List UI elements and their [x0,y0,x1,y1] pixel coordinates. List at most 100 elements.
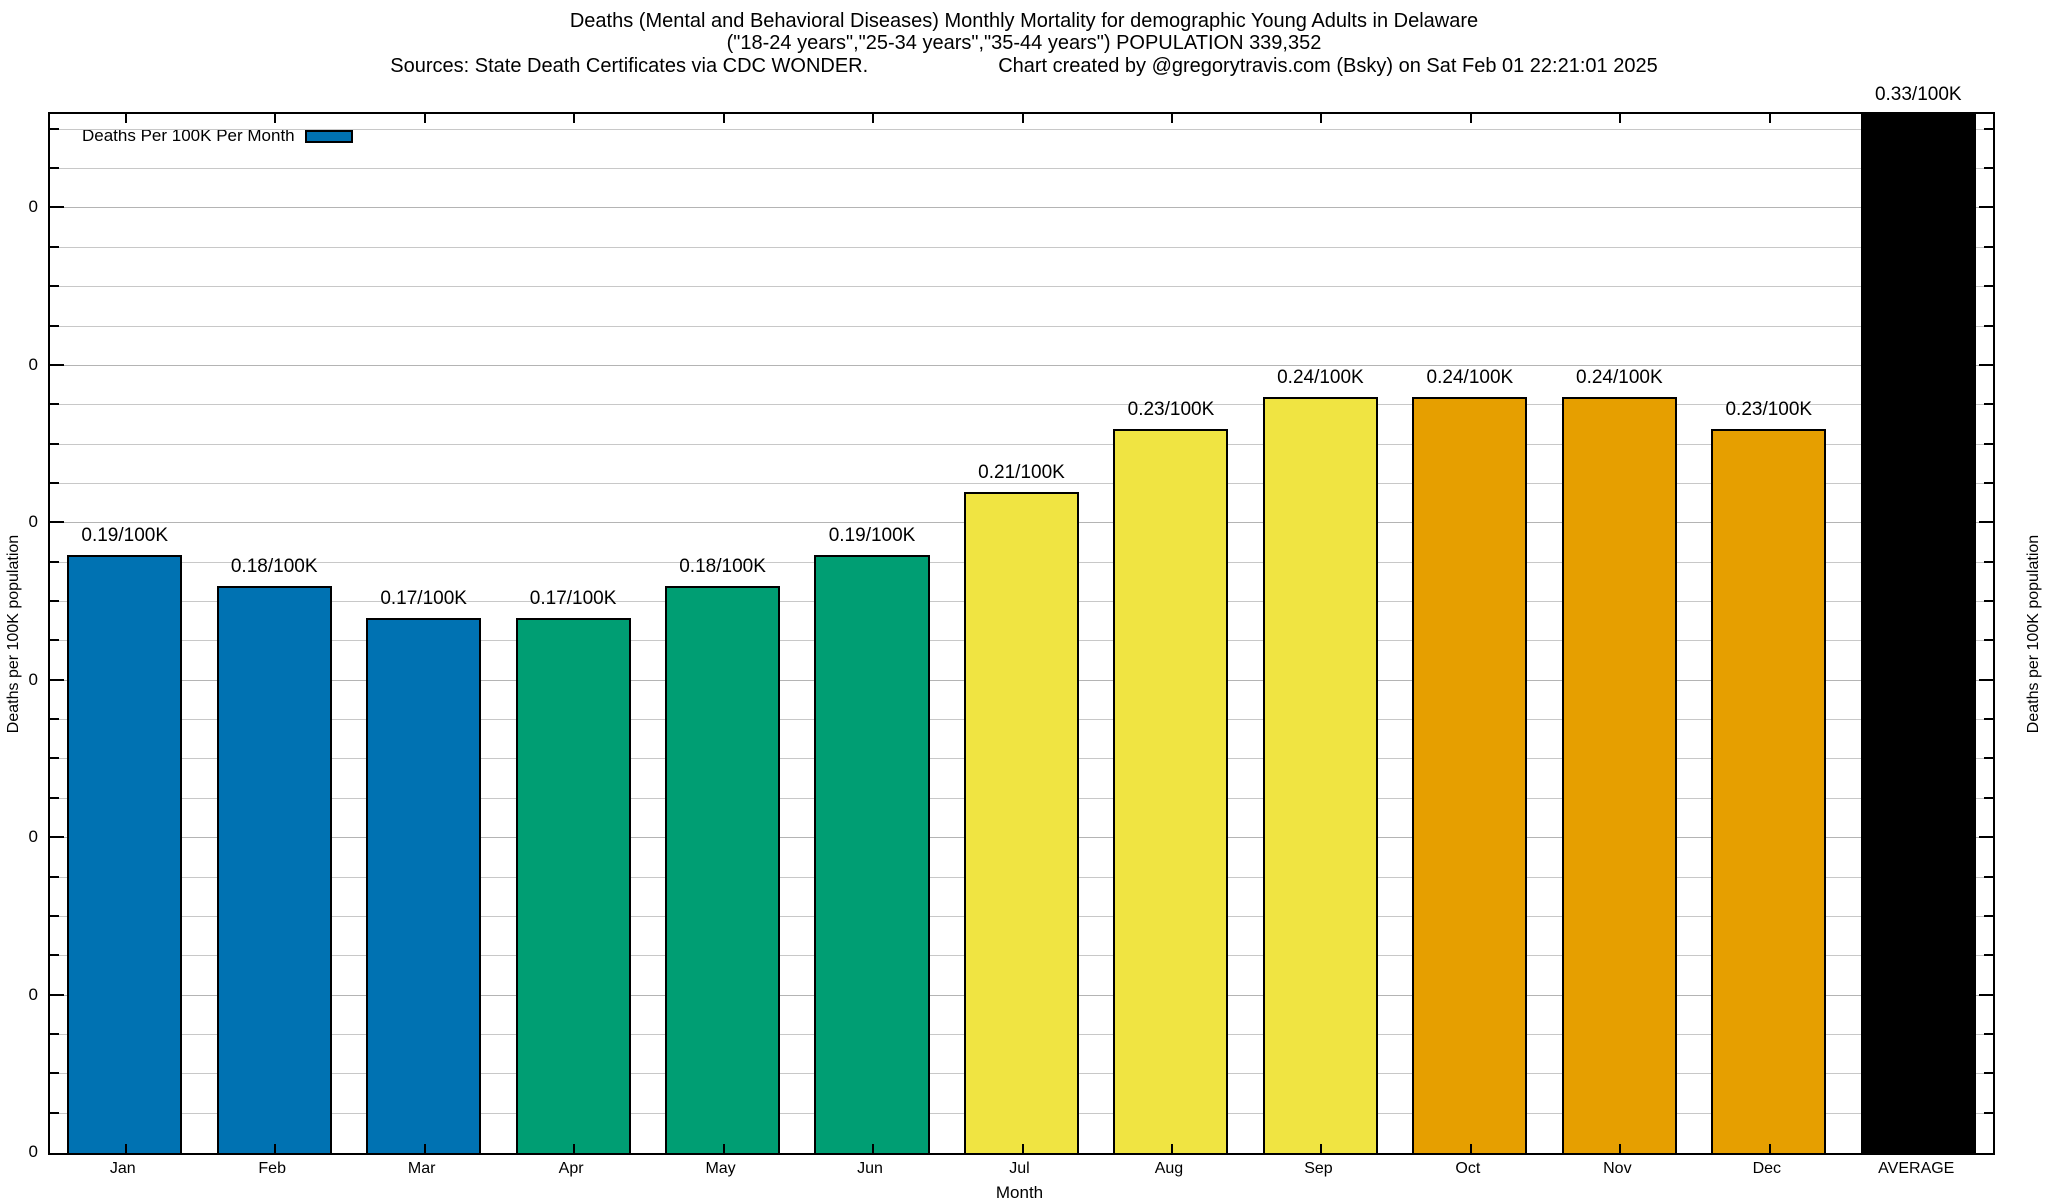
x-category-label-jan: Jan [109,1160,136,1177]
minor-gridline [50,286,1993,288]
legend: Deaths Per 100K Per Month [82,126,353,146]
y-axis-tick [1984,127,1993,130]
y-axis-tick [50,481,59,484]
x-category-label-oct: Oct [1455,1160,1481,1177]
y-axis-tick [50,757,59,760]
y-axis-tick [1984,875,1993,878]
y-axis-tick [50,521,64,524]
x-category-label-apr: Apr [558,1160,584,1177]
x-axis-tick [872,114,875,123]
x-axis-tick [1768,114,1771,123]
x-axis-tick [423,114,426,123]
minor-gridline [50,246,1993,248]
y-axis-tick [50,127,59,130]
bar-oct [1412,397,1528,1153]
y-axis-tick [1984,954,1993,957]
y-axis-tick [50,796,59,799]
x-axis-tick [1170,114,1173,123]
y-axis-tick [50,442,59,445]
chart-title-line2: ("18-24 years","25-34 years","35-44 year… [726,32,1322,54]
x-axis-category-labels: Jan Feb Mar Apr May Jun Jul Aug Sep Oct Nov Dec AVER… [48,1160,1991,1180]
y-axis-tick [50,836,64,839]
x-axis-tick [1619,1144,1622,1153]
bar-value-label: 0.24/100K [1426,367,1514,389]
x-axis-tick [1469,114,1472,123]
y-axis-tick [50,245,59,248]
y-axis-tick [50,600,59,603]
y-axis-tick [1984,1072,1993,1075]
y-axis-tick [1984,914,1993,917]
bar-value-label: 0.24/100K [1576,367,1663,389]
y-tick-label: 0 [28,354,38,374]
y-axis-tick [1984,600,1993,603]
x-axis-tick [124,114,127,123]
x-axis-tick [1918,1144,1921,1153]
bar-average [1860,114,1976,1153]
x-axis-tick [722,1144,725,1153]
x-axis-tick [1918,114,1921,123]
y-axis-tick [1984,324,1993,327]
bar-value-label: 0.17/100K [380,587,467,609]
x-category-label-aug: Aug [1154,1160,1184,1177]
credit-text: Chart created by @gregorytravis.com (Bsk… [998,55,1658,77]
bar-value-label: 0.17/100K [529,587,617,609]
y-axis-tick [50,403,59,406]
chart-header: Deaths (Mental and Behavioral Diseases) … [0,10,2048,77]
bar-value-label: 0.18/100K [230,556,318,578]
y-axis-tick [1984,167,1993,170]
sources-text: Sources: State Death Certificates via CD… [390,55,869,77]
y-axis-tick [50,678,64,681]
y-axis-tick [1984,285,1993,288]
x-axis-tick [124,1144,127,1153]
y-axis-label-left: Deaths per 100K population [5,534,22,734]
x-category-label-may: May [705,1160,736,1177]
x-category-label-dec: Dec [1752,1160,1782,1177]
y-tick-label: 0 [28,827,38,847]
bar-may [665,586,781,1153]
y-axis-tick [1979,678,1993,681]
bar-value-label: 0.33/100K [1874,84,1962,105]
y-axis-tick [50,560,59,563]
bar-sep [1262,397,1378,1153]
bar-value-label: 0.19/100K [828,524,916,546]
y-axis-tick [1984,481,1993,484]
chart-title-line3: Sources: State Death Certificates via CD… [0,55,2048,77]
y-tick-label: 0 [28,1142,38,1161]
y-axis-tick [50,1072,59,1075]
x-axis-tick [274,114,277,123]
y-axis-tick [50,954,59,957]
y-axis-tick [50,1111,59,1114]
bar-jun [814,554,930,1153]
bar-value-label: 0.24/100K [1277,367,1364,389]
y-tick-label: 0 [28,984,38,1004]
minor-gridline [50,482,1993,484]
bar-value-label: 0.21/100K [978,461,1065,483]
y-axis-tick [50,324,59,327]
y-axis-tick [1979,993,1993,996]
y-axis-tick [1979,206,1993,209]
y-axis-tick [50,875,59,878]
x-category-label-mar: Mar [407,1160,436,1177]
y-axis-tick [50,639,59,642]
minor-gridline [50,168,1993,170]
x-category-label-jun: Jun [857,1160,883,1177]
bar-apr [515,617,631,1153]
x-axis-label: Month [995,1183,1044,1202]
y-axis-tick [50,993,64,996]
bar-mar [366,617,482,1153]
x-axis-tick [573,114,576,123]
y-axis-tick [1984,1111,1993,1114]
minor-gridline [50,404,1993,406]
bar-dec [1711,428,1827,1153]
chart-title-line1: Deaths (Mental and Behavioral Diseases) … [569,10,1479,32]
bar-jul [963,491,1080,1153]
legend-swatch [304,129,353,143]
y-tick-label: 0 [28,197,38,217]
bar-jan [67,554,183,1153]
y-axis-tick [50,167,59,170]
bar-value-label: 0.18/100K [679,556,766,578]
x-axis-tick [1320,1144,1323,1153]
y-axis-tick [1979,521,1993,524]
y-axis-tick [1984,245,1993,248]
y-axis-tick [50,718,59,721]
